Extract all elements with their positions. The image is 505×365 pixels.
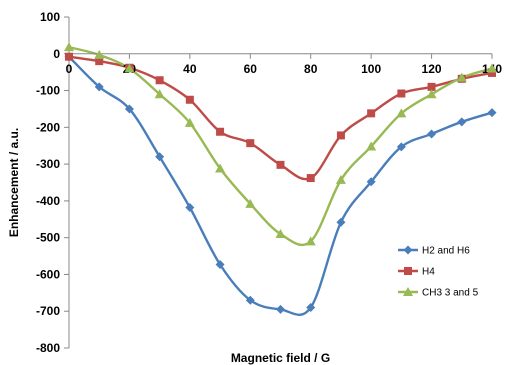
data-point	[396, 142, 406, 152]
data-point	[336, 217, 346, 227]
y-tick-label: -100	[36, 84, 60, 98]
data-point	[94, 49, 105, 59]
data-point	[216, 127, 225, 136]
data-point	[124, 104, 134, 114]
x-tick-label: 100	[361, 62, 381, 76]
y-tick-label: 0	[53, 47, 60, 61]
x-tick-label: 0	[66, 62, 73, 76]
data-point	[427, 82, 436, 91]
legend-marker	[404, 267, 412, 275]
data-point	[487, 108, 497, 118]
marker-layer	[64, 42, 497, 314]
x-tick-label: 60	[244, 62, 258, 76]
data-point	[95, 57, 104, 66]
data-point	[276, 160, 285, 169]
data-point	[366, 177, 376, 187]
legend-label: H2 and H6	[422, 246, 470, 257]
data-point	[335, 174, 346, 184]
x-tick-label: 120	[422, 62, 442, 76]
data-point	[124, 63, 135, 73]
data-point	[215, 260, 225, 270]
data-point	[65, 52, 73, 61]
y-tick-label: -500	[36, 231, 60, 245]
data-point	[396, 108, 407, 118]
data-point	[488, 68, 496, 77]
data-point	[397, 89, 406, 98]
y-tick-label: -600	[36, 267, 60, 281]
data-point	[245, 295, 255, 305]
data-point	[184, 117, 195, 127]
data-point	[306, 303, 316, 313]
tick-layer: 1000-100-200-300-400-500-600-700-8000204…	[36, 10, 502, 355]
data-point	[94, 82, 104, 92]
data-point	[487, 63, 497, 73]
y-tick-label: 100	[40, 10, 60, 24]
data-point	[306, 174, 315, 183]
legend: H2 and H6 H4 CH3 3 and 5	[398, 245, 479, 299]
y-tick-label: -800	[36, 341, 60, 355]
legend-marker	[403, 245, 413, 255]
legend-label: CH3 3 and 5	[422, 288, 479, 299]
y-tick-label: -700	[36, 304, 60, 318]
legend-label: H4	[422, 267, 435, 278]
data-point	[185, 95, 194, 104]
data-point	[276, 304, 285, 314]
data-point	[366, 141, 377, 151]
series-line	[68, 45, 493, 247]
x-tick-label: 40	[183, 62, 197, 76]
data-point	[155, 152, 165, 162]
data-point	[215, 163, 226, 173]
data-point	[305, 236, 316, 246]
y-tick-label: -200	[36, 120, 60, 134]
data-point	[367, 109, 376, 118]
data-point	[426, 89, 437, 99]
y-tick-label: -300	[36, 157, 60, 171]
y-tick-label: -400	[36, 194, 60, 208]
data-point	[154, 89, 165, 99]
data-point	[185, 203, 195, 213]
data-point	[245, 198, 256, 208]
x-tick-label: 80	[304, 62, 318, 76]
x-axis-title: Magnetic field / G	[231, 351, 330, 365]
data-point	[275, 228, 286, 238]
data-point	[155, 76, 164, 85]
axes-layer	[68, 17, 492, 348]
data-point	[64, 42, 74, 52]
data-point	[457, 117, 467, 127]
data-point	[456, 72, 467, 82]
data-point	[427, 129, 437, 139]
data-point	[246, 139, 255, 148]
legend-marker	[403, 287, 413, 296]
y-axis-title: Enhancement / a.u.	[7, 128, 21, 237]
data-point	[336, 131, 345, 140]
